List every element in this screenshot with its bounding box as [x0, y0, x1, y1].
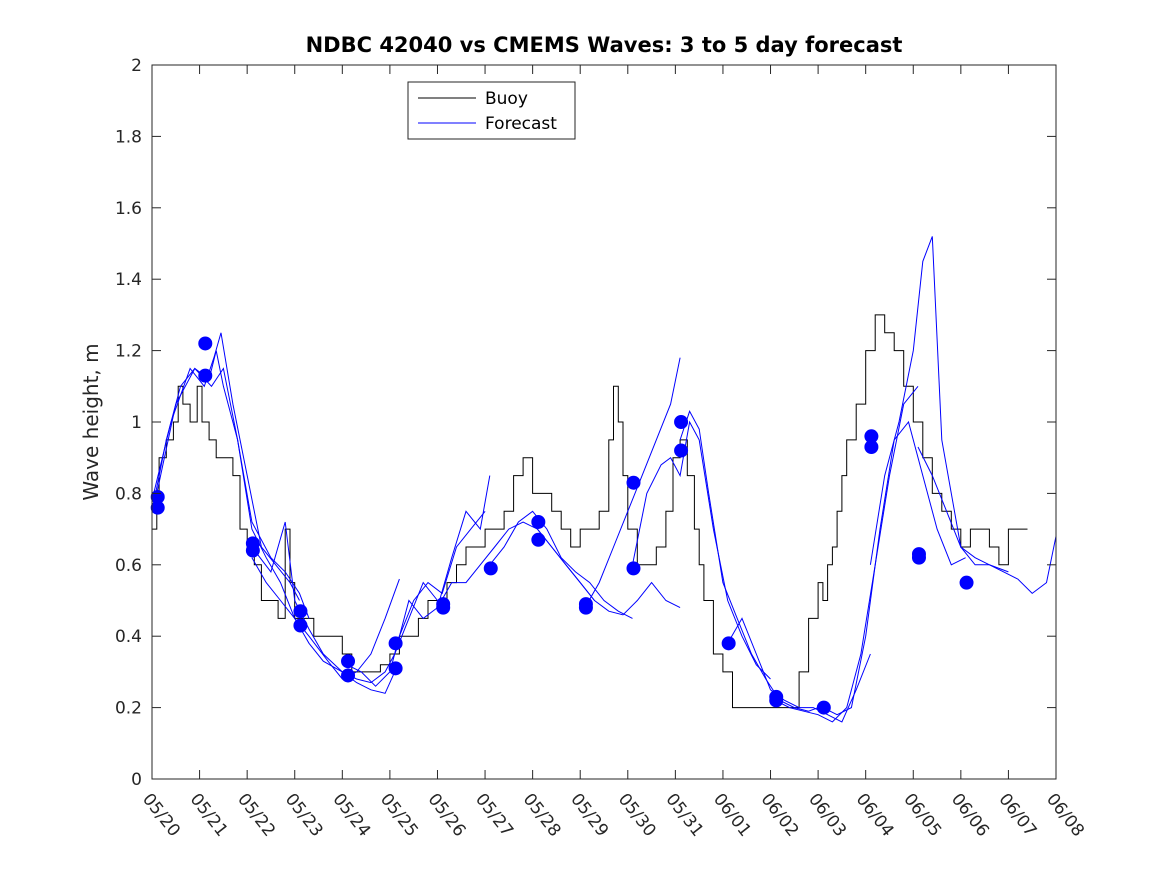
y-tick-label: 0.8	[115, 484, 142, 504]
forecast-series-line	[917, 446, 1057, 595]
forecast-marker	[245, 543, 260, 558]
forecast-marker	[341, 668, 356, 683]
x-tick-label: 05/31	[661, 790, 707, 841]
forecast-marker	[864, 439, 879, 454]
y-tick-label: 1.2	[115, 342, 142, 362]
forecast-series-line	[775, 385, 919, 723]
legend-label-buoy: Buoy	[485, 89, 528, 109]
x-tick-label: 05/23	[281, 790, 327, 841]
forecast-marker	[293, 618, 308, 633]
y-tick-label: 1	[131, 413, 142, 433]
forecast-series-line	[251, 557, 400, 680]
x-tick-label: 06/06	[947, 790, 993, 841]
buoy-series-line	[152, 314, 1028, 709]
forecast-series-line	[489, 510, 633, 619]
forecast-series-line	[346, 510, 486, 687]
forecast-marker	[198, 336, 213, 351]
forecast-series-line	[869, 236, 1009, 573]
y-tick-label: 0.6	[115, 556, 142, 576]
forecast-series-line	[156, 367, 310, 619]
y-tick-label: 0.4	[115, 627, 142, 647]
x-tick-label: 06/04	[852, 790, 898, 841]
y-axis: 0 0.2 0.4 0.6 0.8 1 1.2 1.4 1.6 1.8 2	[115, 56, 1056, 790]
x-tick-label: 05/28	[519, 790, 565, 841]
x-tick-label: 05/21	[186, 790, 232, 841]
forecast-marker	[388, 636, 403, 651]
x-tick-label: 05/22	[233, 790, 279, 841]
forecast-series-line	[537, 528, 681, 616]
forecast-marker	[816, 700, 831, 715]
forecast-series-layer	[151, 236, 1057, 723]
y-tick-label: 1.8	[115, 127, 142, 147]
forecast-marker	[674, 443, 689, 458]
plot-area	[152, 65, 1056, 779]
forecast-marker	[674, 415, 689, 429]
forecast-marker	[198, 368, 213, 383]
forecast-marker	[911, 550, 926, 565]
legend: Buoy Forecast	[407, 81, 576, 140]
forecast-marker	[150, 500, 165, 515]
forecast-marker	[959, 575, 974, 590]
x-tick-label: 06/03	[804, 790, 850, 841]
forecast-marker	[531, 532, 546, 547]
x-tick-label: 05/29	[566, 790, 612, 841]
chart-title: NDBC 42040 vs CMEMS Waves: 3 to 5 day fo…	[306, 33, 903, 57]
forecast-series-line	[251, 521, 396, 694]
forecast-series-line	[151, 332, 300, 601]
marker-layer	[150, 336, 974, 715]
x-tick-label: 05/30	[614, 790, 660, 841]
forecast-marker	[578, 600, 593, 615]
forecast-marker	[388, 661, 403, 676]
forecast-series-line	[394, 475, 491, 655]
x-tick-label: 06/07	[994, 790, 1040, 841]
forecast-marker	[436, 600, 451, 615]
forecast-marker	[626, 561, 641, 576]
forecast-marker	[626, 475, 641, 490]
buoy-series-layer	[152, 314, 1028, 709]
x-tick-label: 05/27	[471, 790, 517, 841]
x-tick-label: 05/20	[138, 790, 184, 841]
forecast-series-line	[727, 617, 871, 723]
y-tick-label: 0	[131, 770, 142, 790]
y-tick-label: 1.6	[115, 199, 142, 219]
forecast-marker	[769, 693, 784, 708]
x-tick-label: 05/25	[376, 790, 422, 841]
forecast-marker	[531, 514, 546, 529]
x-tick-label: 06/01	[709, 790, 755, 841]
x-tick-label: 05/24	[328, 790, 374, 841]
x-tick-label: 06/02	[757, 790, 803, 841]
y-tick-label: 0.2	[115, 699, 142, 719]
forecast-marker	[341, 654, 356, 669]
x-tick-label: 05/26	[424, 790, 470, 841]
forecast-series-line	[632, 420, 771, 680]
forecast-series-line	[584, 357, 681, 608]
legend-box	[407, 81, 576, 140]
forecast-series-line	[151, 350, 296, 619]
x-tick-label: 06/08	[1042, 790, 1088, 841]
y-tick-label: 2	[131, 56, 142, 76]
legend-label-forecast: Forecast	[485, 114, 557, 134]
forecast-series-line	[679, 410, 819, 712]
forecast-marker	[721, 636, 736, 651]
forecast-marker	[293, 604, 308, 619]
forecast-marker	[483, 561, 498, 576]
y-axis-label: Wave height, m	[79, 343, 103, 500]
x-tick-label: 06/05	[899, 790, 945, 841]
y-tick-label: 1.4	[115, 270, 142, 290]
